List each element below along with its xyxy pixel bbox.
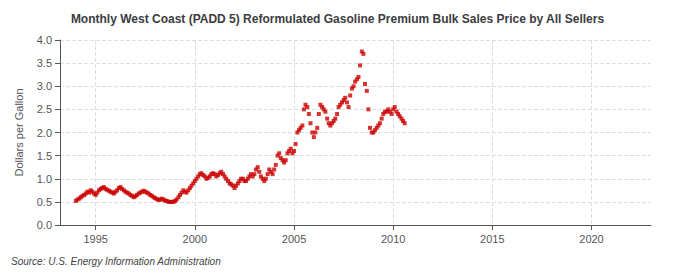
svg-text:3.0: 3.0 [37, 80, 52, 92]
svg-text:2000: 2000 [183, 233, 207, 245]
svg-text:0.5: 0.5 [37, 196, 52, 208]
svg-text:3.5: 3.5 [37, 57, 52, 69]
svg-text:Source: U.S. Energy Informatio: Source: U.S. Energy Information Administ… [11, 256, 221, 267]
svg-text:2020: 2020 [579, 233, 603, 245]
svg-text:0.0: 0.0 [37, 219, 52, 231]
svg-text:Monthly West Coast (PADD 5) Re: Monthly West Coast (PADD 5) Reformulated… [71, 12, 605, 26]
svg-text:2.5: 2.5 [37, 103, 52, 115]
svg-text:4.0: 4.0 [37, 34, 52, 46]
svg-text:Dollars per Gallon: Dollars per Gallon [13, 88, 25, 176]
svg-text:1995: 1995 [83, 233, 107, 245]
svg-text:2010: 2010 [381, 233, 405, 245]
svg-text:2015: 2015 [480, 233, 504, 245]
svg-text:2.0: 2.0 [37, 127, 52, 139]
svg-text:2005: 2005 [282, 233, 306, 245]
svg-text:1.0: 1.0 [37, 173, 52, 185]
svg-text:1.5: 1.5 [37, 150, 52, 162]
